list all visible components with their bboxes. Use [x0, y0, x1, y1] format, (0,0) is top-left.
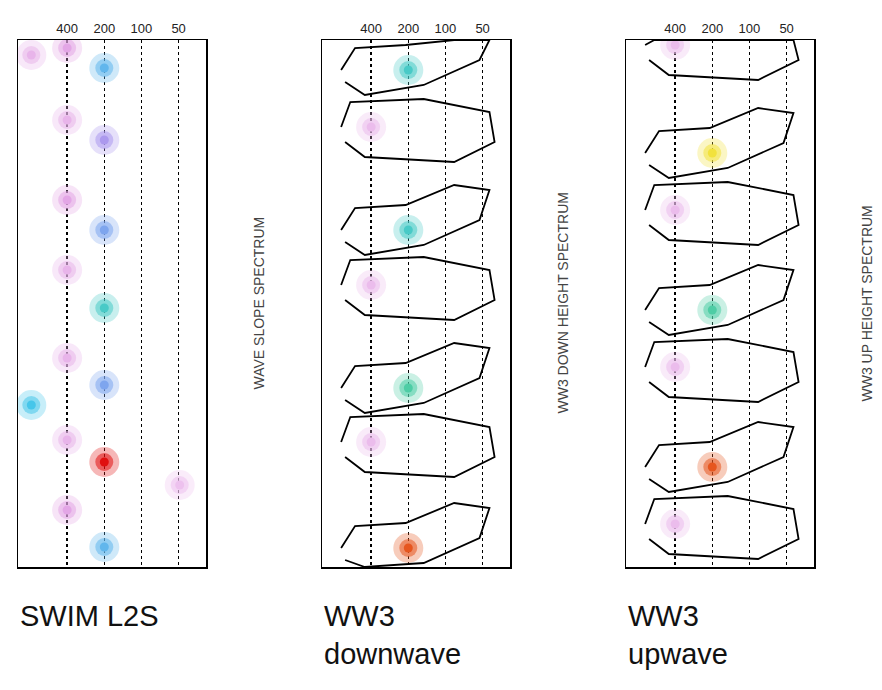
svg-text:WW3 UP HEIGHT SPECTRUM: WW3 UP HEIGHT SPECTRUM: [859, 205, 875, 401]
svg-text:200: 200: [397, 21, 419, 36]
svg-text:200: 200: [93, 21, 115, 36]
svg-text:50: 50: [171, 21, 185, 36]
svg-text:400: 400: [360, 21, 382, 36]
svg-text:100: 100: [131, 21, 153, 36]
svg-text:WW3downwave: WW3downwave: [324, 600, 461, 670]
svg-text:WW3 DOWN HEIGHT SPECTRUM: WW3 DOWN HEIGHT SPECTRUM: [555, 192, 571, 413]
svg-text:200: 200: [701, 21, 723, 36]
svg-text:SWIM L2S: SWIM L2S: [20, 600, 159, 632]
svg-text:100: 100: [435, 21, 457, 36]
svg-text:400: 400: [664, 21, 686, 36]
svg-text:100: 100: [739, 21, 761, 36]
svg-text:50: 50: [475, 21, 489, 36]
svg-text:50: 50: [779, 21, 793, 36]
svg-text:400: 400: [56, 21, 78, 36]
svg-text:WW3upwave: WW3upwave: [628, 600, 728, 670]
svg-text:WAVE SLOPE SPECTRUM: WAVE SLOPE SPECTRUM: [251, 217, 267, 390]
